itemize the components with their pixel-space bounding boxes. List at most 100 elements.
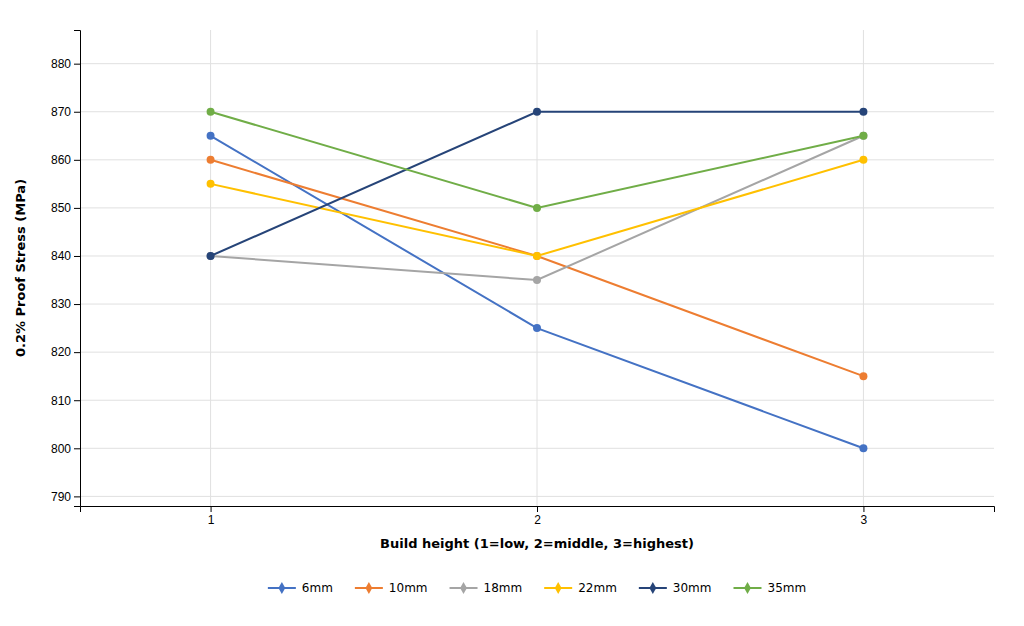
legend-item: 35mm bbox=[733, 581, 806, 595]
tick: 870 bbox=[51, 105, 80, 119]
tick-label: 870 bbox=[51, 105, 71, 119]
tick: 820 bbox=[51, 345, 80, 359]
series-marker bbox=[859, 444, 867, 452]
series-marker bbox=[533, 252, 541, 260]
tick-label: 790 bbox=[51, 490, 71, 504]
tick-mark bbox=[74, 64, 80, 65]
series-marker bbox=[859, 132, 867, 140]
series-marker bbox=[207, 156, 215, 164]
series bbox=[207, 156, 868, 380]
plot: 1 2 3 790 800 810 820 830 840 850 860 870 880 Build h… bbox=[13, 30, 995, 551]
tick-label: 810 bbox=[51, 394, 71, 408]
tick-mark bbox=[537, 506, 538, 512]
tick-label: 2 bbox=[534, 513, 541, 527]
series-line bbox=[211, 160, 864, 376]
tick-mark bbox=[74, 112, 80, 113]
series-marker bbox=[859, 132, 867, 140]
series-marker bbox=[207, 180, 215, 188]
tick-mark bbox=[74, 352, 80, 353]
series-marker bbox=[207, 252, 215, 260]
series-marker bbox=[207, 108, 215, 116]
x-axis: 1 2 3 bbox=[81, 506, 995, 527]
series-marker bbox=[859, 372, 867, 380]
series-line bbox=[211, 112, 864, 208]
legend-label: 6mm bbox=[302, 581, 333, 595]
tick-label: 800 bbox=[51, 442, 71, 456]
series-marker bbox=[533, 276, 541, 284]
series-marker bbox=[859, 108, 867, 116]
series-marker bbox=[533, 324, 541, 332]
tick-mark bbox=[74, 208, 80, 209]
legend-swatch-marker bbox=[649, 582, 656, 594]
legend-label: 22mm bbox=[578, 581, 617, 595]
y-axis: 790 800 810 820 830 840 850 860 870 880 bbox=[51, 31, 81, 507]
series-marker bbox=[533, 204, 541, 212]
chart: 1 2 3 790 800 810 820 830 840 850 860 870 880 Build h… bbox=[0, 0, 1024, 626]
series-line bbox=[211, 112, 864, 256]
tick: 860 bbox=[51, 153, 80, 167]
tick-mark bbox=[863, 506, 864, 512]
tick: 3 bbox=[861, 506, 868, 527]
grid-line-x bbox=[210, 30, 211, 506]
tick: 850 bbox=[51, 201, 80, 215]
tick-mark bbox=[74, 448, 80, 449]
series-marker bbox=[533, 252, 541, 260]
tick: 810 bbox=[51, 394, 80, 408]
series-marker bbox=[207, 132, 215, 140]
axis-line bbox=[81, 507, 995, 513]
legend-swatch-marker bbox=[744, 582, 751, 594]
legend-label: 30mm bbox=[673, 581, 712, 595]
legend-item: 22mm bbox=[544, 581, 617, 595]
tick-mark bbox=[74, 160, 80, 161]
series bbox=[207, 132, 868, 284]
tick-label: 820 bbox=[51, 345, 71, 359]
legend: 6mm 10mm 18mm 22mm 30mm 35mm bbox=[268, 581, 806, 595]
series-marker bbox=[533, 108, 541, 116]
tick-mark bbox=[211, 506, 212, 512]
legend-swatch-marker bbox=[278, 582, 285, 594]
tick-mark bbox=[74, 304, 80, 305]
tick: 790 bbox=[51, 490, 80, 504]
tick: 800 bbox=[51, 442, 80, 456]
tick-label: 860 bbox=[51, 153, 71, 167]
series-layer bbox=[207, 108, 868, 453]
series bbox=[207, 156, 868, 260]
series-marker bbox=[859, 156, 867, 164]
legend-item: 30mm bbox=[639, 581, 712, 595]
tick-label: 830 bbox=[51, 297, 71, 311]
legend-label: 18mm bbox=[484, 581, 523, 595]
tick-label: 880 bbox=[51, 57, 71, 71]
tick-label: 850 bbox=[51, 201, 71, 215]
legend-label: 10mm bbox=[389, 581, 428, 595]
grid bbox=[80, 30, 994, 506]
grid-line-x bbox=[537, 30, 538, 506]
tick-label: 1 bbox=[208, 513, 215, 527]
x-axis-title: Build height (1=low, 2=middle, 3=highest… bbox=[380, 536, 694, 551]
legend-item: 18mm bbox=[450, 581, 523, 595]
series-line bbox=[211, 136, 864, 449]
axis-line bbox=[74, 31, 81, 507]
legend-label: 35mm bbox=[767, 581, 806, 595]
series bbox=[207, 108, 868, 212]
tick: 2 bbox=[534, 506, 541, 527]
tick-mark bbox=[74, 256, 80, 257]
series bbox=[207, 132, 868, 453]
series bbox=[207, 108, 868, 260]
tick: 830 bbox=[51, 297, 80, 311]
tick-mark bbox=[74, 400, 80, 401]
legend-swatch-marker bbox=[555, 582, 562, 594]
series-line bbox=[211, 160, 864, 256]
tick: 840 bbox=[51, 249, 80, 263]
tick-mark bbox=[74, 496, 80, 497]
series-marker bbox=[207, 252, 215, 260]
legend-swatch-marker bbox=[460, 582, 467, 594]
grid-line-x bbox=[863, 30, 864, 506]
tick: 1 bbox=[208, 506, 215, 527]
y-axis-title: 0.2% Proof Stress (MPa) bbox=[13, 179, 28, 357]
tick: 880 bbox=[51, 57, 80, 71]
legend-item: 10mm bbox=[355, 581, 428, 595]
legend-item: 6mm bbox=[268, 581, 333, 595]
tick-label: 3 bbox=[861, 513, 868, 527]
tick-label: 840 bbox=[51, 249, 71, 263]
legend-swatch-marker bbox=[365, 582, 372, 594]
